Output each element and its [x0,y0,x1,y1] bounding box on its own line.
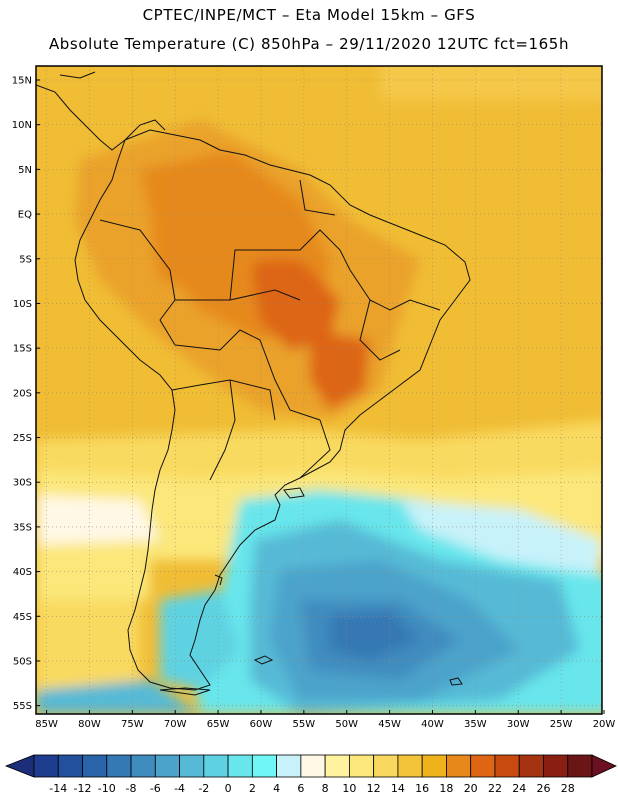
lat-tick-label: 5N [18,165,32,176]
colorbar-label: -10 [98,782,116,795]
colorbar-swatch [494,754,520,778]
lat-tick-label: 20S [13,388,32,399]
colorbar-label: 12 [367,782,381,795]
lon-tick-label: 60W [250,719,273,730]
colorbar-swatch [203,754,229,778]
map-frame [35,65,603,715]
title-line-1: CPTEC/INPE/MCT – Eta Model 15km – GFS [142,6,476,24]
lat-tick-label: 10N [12,120,32,131]
lon-tick-label: 45W [378,719,401,730]
lon-tick-label: 65W [207,719,230,730]
colorbar-swatch [154,754,180,778]
colorbar-swatch [251,754,278,778]
lat-tick-label: 30S [13,478,32,489]
colorbar-label: -14 [49,782,67,795]
colorbar-label: 6 [297,782,304,795]
lon-tick-label: 70W [164,719,187,730]
colorbar-swatch [567,754,593,778]
colorbar-label: 10 [342,782,356,795]
latitude-axis: 15N 10N 5N EQ 5S 10S 15S 20S 25S 30S 35S 40S 45S 50S 5… [12,76,40,712]
lat-tick-label: 50S [13,656,32,667]
lon-tick-label: 35W [464,719,487,730]
lat-tick-label: 15S [13,344,32,355]
colorbar-label: 24 [512,782,526,795]
temperature-field [36,66,602,714]
lat-tick-label: 40S [13,567,32,578]
colorbar-label: 20 [464,782,478,795]
colorbar-swatch [470,754,496,778]
lon-tick-label: 80W [78,719,101,730]
lat-tick-label: 15N [12,76,32,87]
lon-tick-label: 30W [507,719,530,730]
colorbar-label: 8 [322,782,329,795]
colorbar-label: 2 [249,782,256,795]
colorbar-label: -8 [126,782,137,795]
colorbar-swatch [130,754,156,778]
lon-tick-label: 25W [550,719,573,730]
colorbar-label: 22 [488,782,502,795]
lat-tick-label: 5S [19,254,32,265]
colorbar-swatch [373,754,399,778]
colorbar-right-arrow [591,754,617,778]
colorbar-label: -12 [74,782,92,795]
lat-tick-label: 25S [13,433,32,444]
lon-tick-label: 50W [335,719,358,730]
colorbar-swatch [324,754,350,778]
lat-tick-label: 35S [13,522,32,533]
colorbar-label: -4 [174,782,185,795]
colorbar-label: -6 [150,782,161,795]
colorbar-swatch [397,754,423,778]
colorbar-label: 14 [391,782,405,795]
colorbar-swatch [518,754,544,778]
lon-tick-label: 40W [421,719,444,730]
lon-tick-label: 20W [593,719,616,730]
colorbar-swatch [446,754,472,778]
coastlines [36,71,471,696]
title-line-2: Absolute Temperature (C) 850hPa – 29/11/… [48,35,570,53]
colorbar-label: 0 [225,782,232,795]
colorbar-swatch [179,754,205,778]
colorbar-label: 26 [536,782,550,795]
colorbar-swatch [33,754,59,778]
lon-tick-label: 55W [293,719,316,730]
longitude-axis: 85W 80W 75W 70W 65W 60W 55W 50W 45W 40W 35W 30W 25W 2… [35,710,615,730]
colorbar-swatch [57,754,83,778]
lat-tick-label: 45S [13,612,32,623]
lon-tick-label: 85W [35,719,58,730]
colorbar-swatch [227,754,253,778]
colorbar-swatch [543,754,569,778]
colorbar-swatch [82,754,108,778]
colorbar-swatch [106,754,132,778]
colorbar-swatch [276,754,302,778]
lat-tick-label: EQ [18,210,32,221]
lat-tick-label: 10S [13,299,32,310]
colorbar-swatch [348,754,375,778]
colorbar-label: 18 [439,782,453,795]
colorbar-left-arrow [4,754,35,778]
colorbar-label: 28 [561,782,575,795]
graticule [36,66,602,714]
lat-tick-label: 55S [13,701,32,712]
colorbar-swatch [421,754,447,778]
colorbar: -14 -12 -10 -8 -6 -4 -2 0 2 4 6 8 10 12 14 16 18 20 22 24 26… [4,754,617,795]
colorbar-swatch [300,754,326,778]
colorbar-label: -2 [198,782,209,795]
colorbar-label: 4 [273,782,280,795]
lon-tick-label: 75W [121,719,144,730]
colorbar-label: 16 [415,782,429,795]
